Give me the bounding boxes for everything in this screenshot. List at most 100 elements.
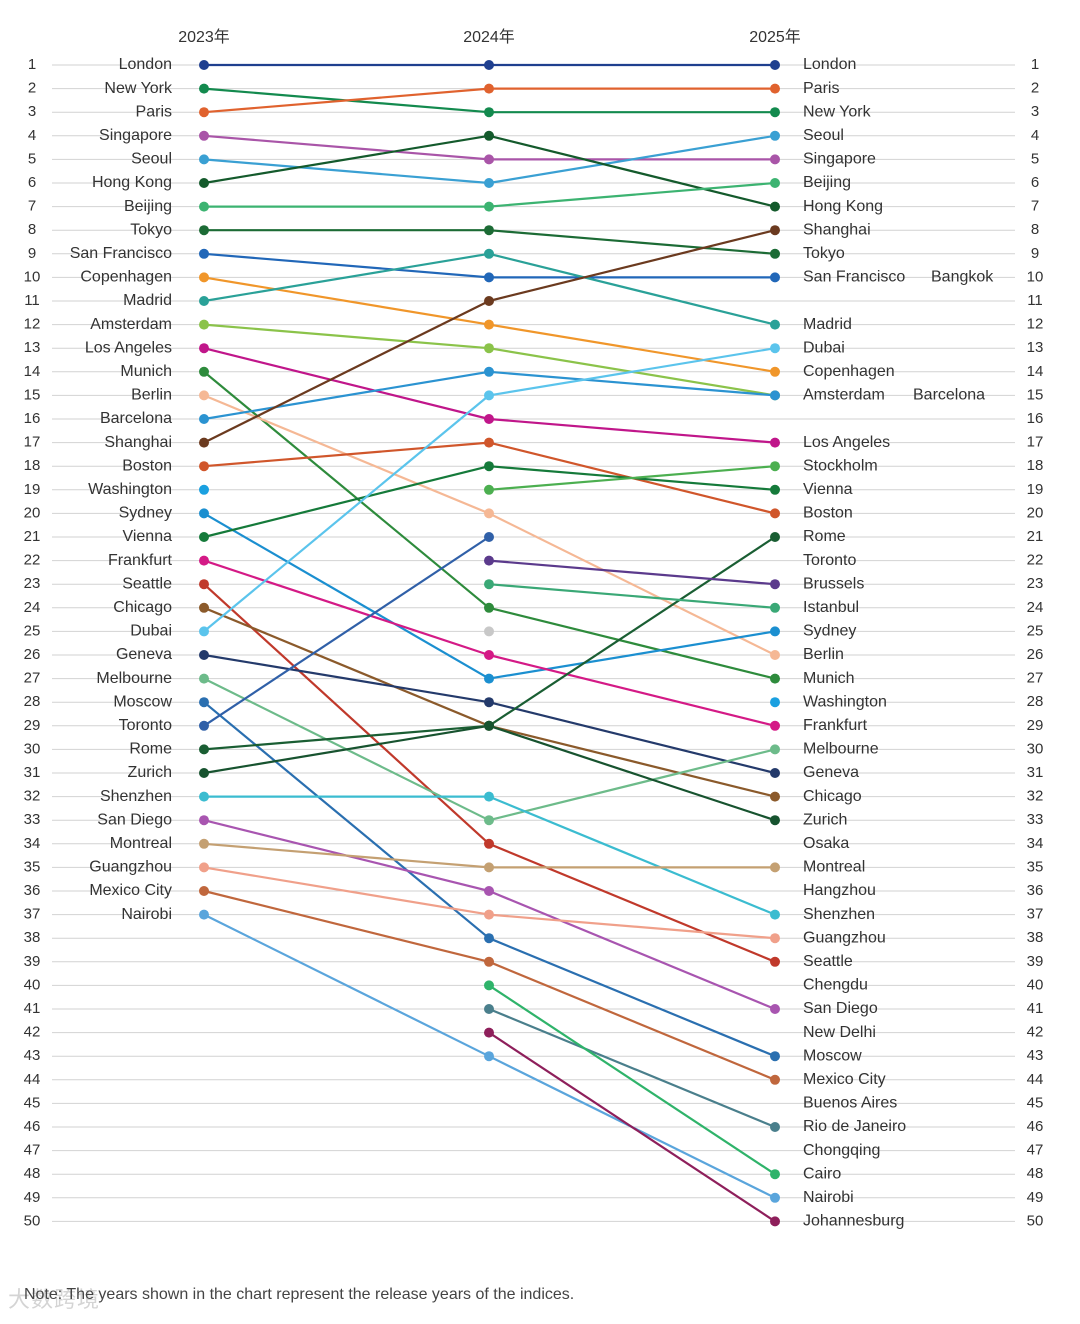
right-label-berlin: Berlin <box>803 646 844 663</box>
point-barcelona-1 <box>484 366 494 377</box>
point-copenhagen-0 <box>199 272 209 283</box>
point-new-york-1 <box>484 107 494 118</box>
series-line-frankfurt-1 <box>487 653 777 727</box>
rank-number-right-17: 17 <box>1027 434 1044 451</box>
right-label-chengdu: Chengdu <box>803 977 868 994</box>
right-label-osaka: Osaka <box>803 835 849 852</box>
left-label-san-francisco: San Francisco <box>70 245 172 262</box>
rank-number-right-39: 39 <box>1027 953 1044 970</box>
right-label-washington: Washington <box>803 693 887 710</box>
rank-number-left-24: 24 <box>24 599 41 616</box>
right-label-moscow: Moscow <box>803 1047 862 1064</box>
point-shenzhen-0 <box>199 791 209 802</box>
point-zurich-2 <box>770 815 780 826</box>
rank-number-right-37: 37 <box>1027 906 1044 923</box>
left-label-toronto: Toronto <box>119 717 172 734</box>
right-label-montreal: Montreal <box>803 859 865 876</box>
point-seoul-0 <box>199 154 209 165</box>
right-label-sydney: Sydney <box>803 623 856 640</box>
point-los-angeles-0 <box>199 343 209 354</box>
point-barcelona-0 <box>199 414 209 424</box>
right-label-chongqing: Chongqing <box>803 1142 880 1159</box>
point-cairo-2 <box>770 1169 780 1180</box>
rank-number-right-23: 23 <box>1027 575 1044 592</box>
rank-number-left-21: 21 <box>24 528 41 545</box>
right-label-dubai: Dubai <box>803 339 845 356</box>
right-label-istanbul: Istanbul <box>803 599 859 616</box>
rank-number-left-12: 12 <box>24 316 41 333</box>
rank-number-left-30: 30 <box>24 740 41 757</box>
point-shenzhen-2 <box>770 909 780 920</box>
point-shanghai-2 <box>770 225 780 236</box>
point-san-diego-2 <box>770 1004 780 1014</box>
point-new-york-2 <box>770 107 780 118</box>
right-label-hong-kong: Hong Kong <box>803 198 883 215</box>
point-toronto-1 <box>484 532 494 542</box>
series-line-seattle-1 <box>487 842 777 963</box>
point-mexico-city-1 <box>484 956 494 967</box>
rank-number-right-20: 20 <box>1027 504 1044 521</box>
rank-number-left-25: 25 <box>24 622 41 639</box>
point-paris-1 <box>484 83 494 94</box>
rank-number-right-45: 45 <box>1027 1094 1044 1111</box>
rank-number-right-12: 12 <box>1027 316 1044 333</box>
rank-number-right-47: 47 <box>1027 1142 1044 1159</box>
right-label-madrid: Madrid <box>803 316 852 333</box>
rank-number-left-33: 33 <box>24 811 41 828</box>
point-san-francisco-0 <box>199 248 209 259</box>
point-vienna-1 <box>484 461 494 472</box>
point-san-francisco-2 <box>770 272 780 283</box>
point-san-diego-0 <box>199 815 209 826</box>
rank-number-right-26: 26 <box>1027 646 1044 663</box>
left-city-labels: London New York Paris Singapore Seoul Hong Ko… <box>70 56 173 923</box>
series-points <box>199 60 780 1227</box>
left-label-zurich: Zurich <box>128 764 172 781</box>
left-label-guangzhou: Guangzhou <box>89 859 172 876</box>
point-melbourne-2 <box>770 744 780 755</box>
left-label-dubai: Dubai <box>130 623 172 640</box>
point-washington-2 <box>770 697 780 708</box>
point-vienna-2 <box>770 484 780 495</box>
right-label-cairo: Cairo <box>803 1165 841 1182</box>
series-line-copenhagen-0 <box>202 276 491 326</box>
right-label-buenos-aires: Buenos Aires <box>803 1095 897 1112</box>
series-line-seoul-0 <box>202 158 491 185</box>
rank-number-left-22: 22 <box>24 552 41 569</box>
rank-number-right-38: 38 <box>1027 929 1044 946</box>
point-berlin-0 <box>199 390 209 401</box>
point-berlin-2 <box>770 650 780 660</box>
rank-number-right-18: 18 <box>1027 457 1044 474</box>
point-boston-1 <box>484 437 494 448</box>
point-geneva-1 <box>484 697 494 708</box>
point-cairo-1 <box>484 980 494 991</box>
right-label-new-delhi: New Delhi <box>803 1024 876 1041</box>
point-moscow-1 <box>484 933 494 944</box>
point-san-diego-1 <box>484 886 494 896</box>
series-line-singapore-0 <box>202 134 491 161</box>
series-line-barcelona-0 <box>202 370 491 421</box>
left-label-geneva: Geneva <box>116 646 172 663</box>
right-label-singapore: Singapore <box>803 151 876 168</box>
rank-number-left-44: 44 <box>24 1071 41 1088</box>
left-label-shenzhen: Shenzhen <box>100 788 172 805</box>
rank-number-right-5: 5 <box>1031 150 1039 167</box>
right-label-toronto: Toronto <box>803 552 856 569</box>
rank-number-left-36: 36 <box>24 882 41 899</box>
rank-number-right-50: 50 <box>1027 1212 1044 1229</box>
series-line-hong-kong-1 <box>487 134 777 208</box>
point-istanbul-1 <box>484 579 494 590</box>
rank-number-right-13: 13 <box>1027 339 1044 356</box>
rank-number-left-28: 28 <box>24 693 41 710</box>
rank-number-left-7: 7 <box>28 198 36 215</box>
rank-number-right-36: 36 <box>1027 882 1044 899</box>
point-tokyo-2 <box>770 248 780 259</box>
point-sydney-1 <box>484 673 494 684</box>
rank-number-right-27: 27 <box>1027 670 1044 687</box>
rank-number-left-27: 27 <box>24 670 41 687</box>
rank-number-left-39: 39 <box>24 953 41 970</box>
rank-number-right-16: 16 <box>1027 410 1044 427</box>
rank-number-left-32: 32 <box>24 788 41 805</box>
rank-number-left-43: 43 <box>24 1047 41 1064</box>
left-label-los-angeles: Los Angeles <box>85 339 172 356</box>
series-line-geneva-1 <box>487 701 777 775</box>
